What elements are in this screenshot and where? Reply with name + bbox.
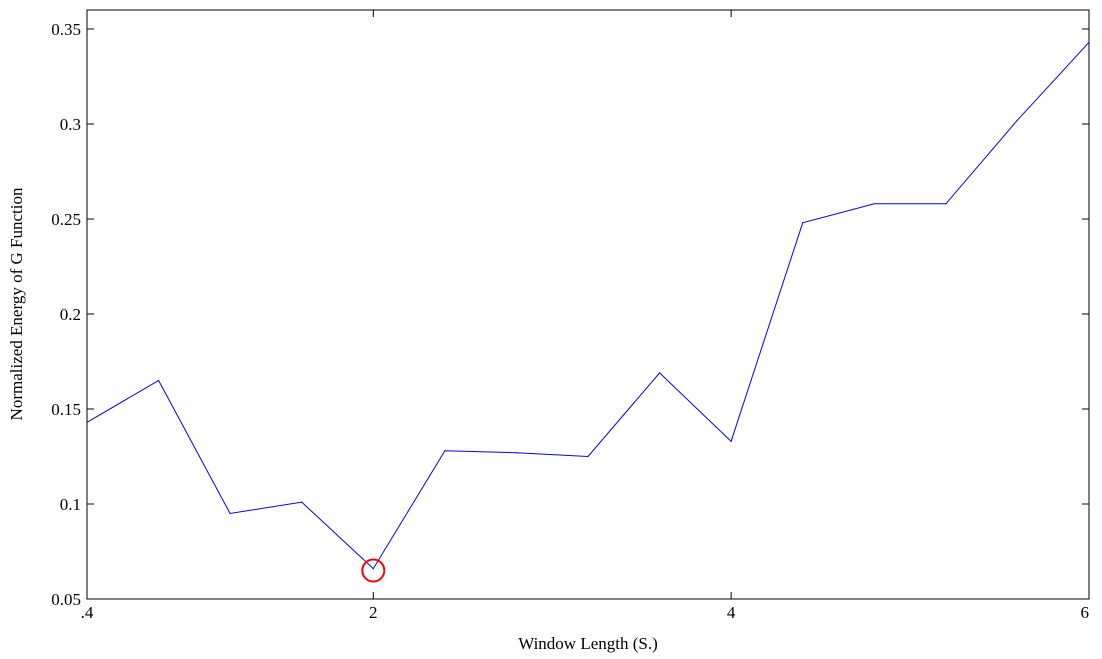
y-tick-label: 0.15 <box>51 400 81 419</box>
data-point <box>587 455 589 458</box>
data-point <box>1016 119 1019 121</box>
x-tick-label: 2 <box>369 603 378 622</box>
y-tick-label: 0.2 <box>60 305 81 324</box>
y-tick-label: 0.1 <box>60 495 81 514</box>
data-point <box>444 450 446 452</box>
y-axis-label: Normalized Energy of G Function <box>7 187 26 420</box>
x-axis-label: Window Length (S.) <box>518 634 658 653</box>
plot-area <box>86 9 1090 600</box>
x-tick-label: 6 <box>1081 603 1090 622</box>
series-layer <box>86 41 1090 570</box>
data-point <box>515 452 518 454</box>
data-point <box>157 379 160 382</box>
ticks: .4 2 4 6 0.05 0.1 0.15 0.2 0.25 0.3 0.35 <box>51 10 1090 622</box>
x-tick-label: .4 <box>81 603 94 622</box>
data-point <box>229 512 231 515</box>
data-point <box>372 568 374 570</box>
annotation-layer <box>361 558 386 583</box>
y-tick-label: 0.05 <box>51 590 81 609</box>
minimum-circle-marker <box>361 558 386 583</box>
x-tick-label: 4 <box>727 603 736 622</box>
data-point <box>658 372 661 374</box>
data-point <box>86 421 88 423</box>
data-point <box>873 203 875 205</box>
data-point <box>730 440 732 442</box>
data-point <box>301 501 303 503</box>
y-tick-label: 0.25 <box>51 210 81 229</box>
data-point <box>945 203 947 205</box>
data-point <box>802 222 804 224</box>
y-tick-label: 0.3 <box>60 115 81 134</box>
data-point <box>1088 41 1090 43</box>
y-tick-label: 0.35 <box>51 20 81 39</box>
